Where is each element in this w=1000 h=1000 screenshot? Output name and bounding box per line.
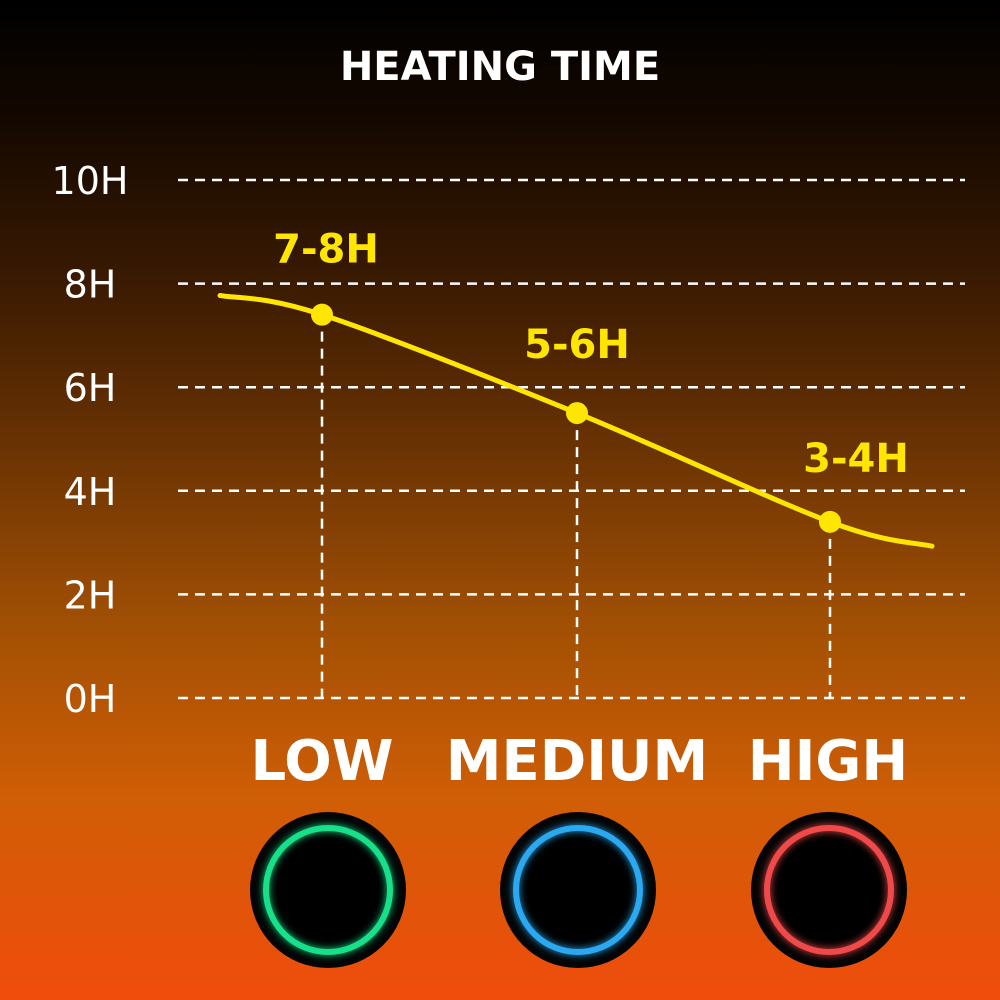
data-label: 7-8H	[273, 227, 379, 273]
indicator-ring	[764, 825, 894, 955]
y-tick-label: 4H	[64, 470, 117, 514]
y-tick-label: 2H	[64, 573, 117, 617]
y-tick-label: 10H	[52, 159, 129, 203]
data-label: 5-6H	[524, 322, 630, 368]
indicator-ring	[513, 825, 643, 955]
data-point-high	[819, 510, 841, 533]
indicator-ring	[263, 825, 393, 955]
category-label: HIGH	[748, 729, 909, 794]
data-point-medium	[566, 402, 588, 425]
indicator-medium-icon	[500, 812, 656, 968]
data-point-low	[311, 303, 333, 326]
y-tick-label: 0H	[64, 677, 117, 721]
category-label: LOW	[250, 729, 393, 794]
chart-title: HEATING TIME	[340, 44, 660, 90]
indicator-high-icon	[751, 812, 907, 968]
y-tick-label: 6H	[64, 366, 117, 410]
data-label: 3-4H	[803, 436, 909, 482]
y-tick-label: 8H	[64, 263, 117, 307]
indicator-low-icon	[250, 812, 406, 968]
category-label: MEDIUM	[446, 729, 709, 794]
